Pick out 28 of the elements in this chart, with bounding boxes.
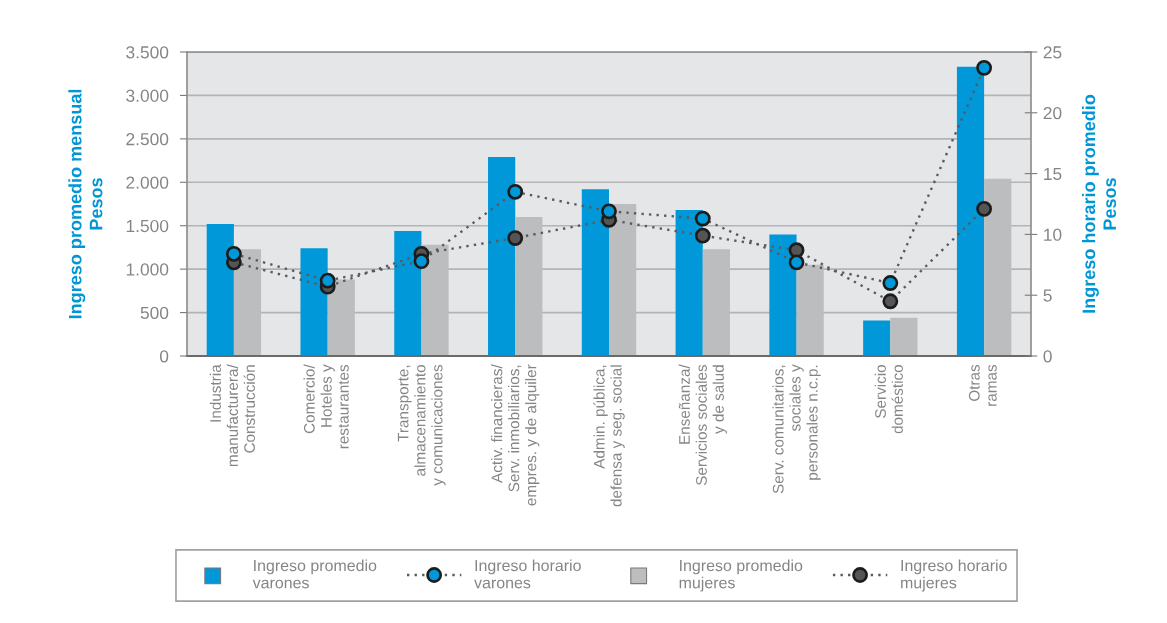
legend-label: Ingreso promedio varones [252, 559, 377, 589]
y-tick-label: 2.000 [126, 176, 169, 189]
y-tick-label: 2.500 [126, 133, 169, 146]
y2-tick-label: 15 [1044, 167, 1062, 181]
y2-tick-label: 10 [1044, 228, 1062, 241]
y-tick-label: 3.000 [126, 89, 169, 102]
x-tick-label: Serv. comunitarios, sociales y personales n.c.p. [772, 364, 821, 494]
x-tick-label: Admin. pública, defensa y seg. social [593, 365, 625, 507]
legend-label: Ingreso horario mujeres [901, 559, 1007, 592]
y-axis-title: Ingreso promedio mensual Pesos [68, 89, 103, 319]
y-tick-label: 1.000 [126, 263, 169, 276]
y-tick-label: 1.500 [126, 219, 169, 233]
y2-tick-label: 0 [1043, 350, 1052, 363]
x-tick-label: Activ. financieras/ Serv. inmobiliarios, empres. y de alquiler [491, 364, 540, 506]
y-tick-label: 0 [159, 350, 169, 363]
y2-tick-label: 20 [1043, 106, 1062, 120]
y2-axis-title: Ingreso horario promedio Pesos [1082, 94, 1117, 313]
y-tick-label: 500 [140, 306, 169, 320]
x-tick-label: Comercio/ Hoteles y restaurantes [303, 364, 349, 449]
legend-label: Ingreso horario varones [474, 559, 581, 589]
y-tick-label: 3.500 [126, 46, 169, 59]
y2-tick-label: 25 [1043, 46, 1062, 59]
y2-tick-label: 5 [1043, 289, 1052, 302]
x-tick-label: Industria manufacturera/ Construcción [209, 364, 255, 467]
x-tick-label: Servicio doméstico [874, 364, 903, 434]
legend-label: Ingreso promedio mujeres [679, 559, 803, 592]
x-tick-label: Enseñanza/ Servicios sociales y de salud [678, 364, 727, 486]
x-tick-label: Otras ramas [968, 364, 997, 406]
